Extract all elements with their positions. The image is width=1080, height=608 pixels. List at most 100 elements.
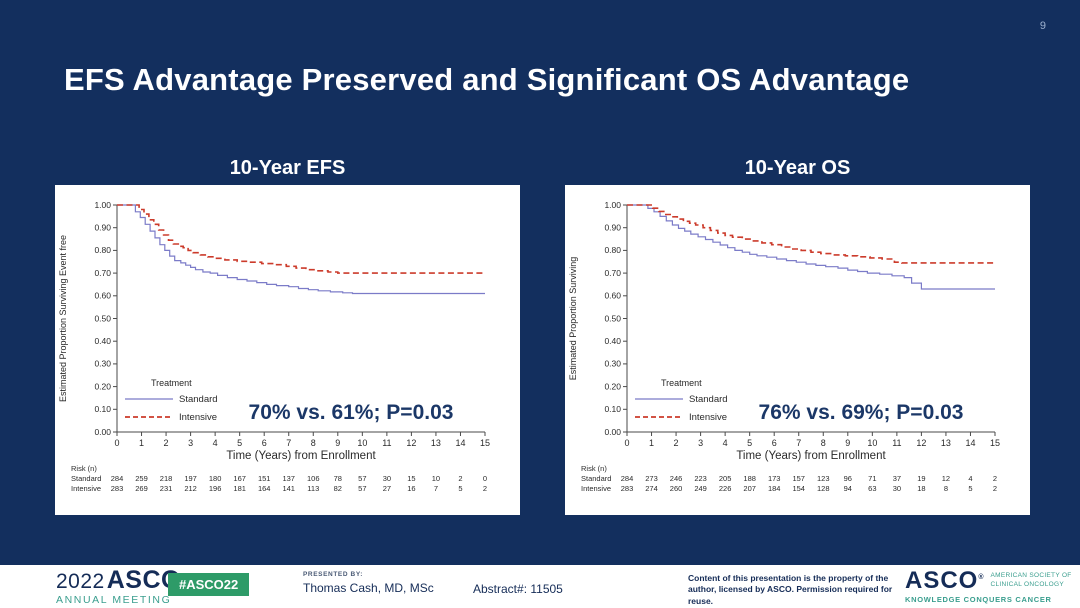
footer-bar: 2022 ASCO ® ANNUAL MEETING #ASCO22 PRESE…: [0, 565, 1080, 608]
svg-text:Time (Years) from Enrollment: Time (Years) from Enrollment: [226, 450, 376, 462]
svg-text:184: 184: [768, 484, 781, 493]
svg-text:284: 284: [621, 474, 634, 483]
svg-text:6: 6: [262, 438, 267, 448]
svg-text:96: 96: [844, 474, 852, 483]
svg-text:30: 30: [383, 474, 391, 483]
svg-text:Standard: Standard: [179, 394, 218, 405]
svg-text:128: 128: [817, 484, 830, 493]
svg-text:0.60: 0.60: [604, 291, 621, 301]
svg-text:173: 173: [768, 474, 781, 483]
society-name-line2: CLINICAL ONCOLOGY: [990, 580, 1065, 588]
os-kaplan-meier-chart: 0.00 0.10 0.20 0.30 0.40 0.50 0.60 0.70 0.80 0.90…: [568, 200, 1000, 493]
svg-text:Standard: Standard: [581, 474, 611, 483]
svg-text:123: 123: [817, 474, 830, 483]
efs-kaplan-meier-chart: 0.00 0.10 0.20 0.30 0.40 0.50 0.60 0.70 0.80 0.90…: [58, 200, 490, 493]
svg-text:273: 273: [645, 474, 658, 483]
hashtag-badge: #ASCO22: [168, 573, 250, 596]
svg-text:6: 6: [772, 438, 777, 448]
svg-text:30: 30: [893, 484, 901, 493]
svg-text:Standard: Standard: [689, 394, 728, 405]
svg-text:180: 180: [209, 474, 222, 483]
svg-text:2: 2: [674, 438, 679, 448]
svg-text:246: 246: [670, 474, 683, 483]
svg-text:78: 78: [334, 474, 342, 483]
svg-text:Intensive: Intensive: [71, 484, 101, 493]
svg-text:16: 16: [407, 484, 415, 493]
svg-text:188: 188: [743, 474, 756, 483]
svg-text:Standard: Standard: [71, 474, 101, 483]
svg-text:5: 5: [237, 438, 242, 448]
svg-text:13: 13: [431, 438, 441, 448]
svg-text:0: 0: [624, 438, 629, 448]
presented-by-block: PRESENTED BY: Thomas Cash, MD, MSc: [303, 571, 434, 595]
svg-text:5: 5: [968, 484, 972, 493]
svg-text:0.30: 0.30: [94, 359, 111, 369]
svg-text:7: 7: [286, 438, 291, 448]
svg-text:Treatment: Treatment: [661, 378, 702, 388]
svg-text:15: 15: [990, 438, 1000, 448]
svg-text:0.30: 0.30: [604, 359, 621, 369]
svg-text:9: 9: [845, 438, 850, 448]
svg-text:57: 57: [358, 474, 366, 483]
page-number: 9: [1039, 20, 1046, 32]
svg-text:106: 106: [307, 474, 320, 483]
svg-text:223: 223: [694, 474, 707, 483]
svg-text:0: 0: [483, 474, 487, 483]
svg-text:11: 11: [382, 438, 391, 448]
svg-text:1: 1: [139, 438, 144, 448]
os-chart-panel: 0.00 0.10 0.20 0.30 0.40 0.50 0.60 0.70 0.80 0.90…: [565, 185, 1030, 515]
svg-text:10: 10: [867, 438, 877, 448]
svg-text:4: 4: [723, 438, 728, 448]
svg-text:2: 2: [993, 484, 997, 493]
svg-text:15: 15: [407, 474, 415, 483]
efs-chart-panel: 0.00 0.10 0.20 0.30 0.40 0.50 0.60 0.70 0.80 0.90…: [55, 185, 520, 515]
svg-text:8: 8: [311, 438, 316, 448]
svg-text:Intensive: Intensive: [581, 484, 611, 493]
svg-text:113: 113: [307, 484, 319, 493]
svg-text:14: 14: [455, 438, 465, 448]
svg-text:2: 2: [993, 474, 997, 483]
svg-text:0.20: 0.20: [604, 381, 621, 391]
svg-text:0.40: 0.40: [94, 336, 111, 346]
svg-text:7: 7: [796, 438, 801, 448]
svg-text:274: 274: [645, 484, 658, 493]
svg-text:5: 5: [747, 438, 752, 448]
svg-text:0.00: 0.00: [94, 427, 111, 437]
svg-text:9: 9: [335, 438, 340, 448]
svg-text:63: 63: [868, 484, 876, 493]
svg-text:Estimated Proportion Surviving: Estimated Proportion Surviving Event fre…: [58, 235, 68, 402]
svg-text:283: 283: [621, 484, 634, 493]
svg-text:3: 3: [698, 438, 703, 448]
presenter-name: Thomas Cash, MD, MSc: [303, 581, 434, 595]
svg-text:0.50: 0.50: [604, 313, 621, 323]
svg-text:212: 212: [184, 484, 197, 493]
svg-text:0.80: 0.80: [94, 245, 111, 255]
svg-text:10: 10: [357, 438, 367, 448]
abstract-number: Abstract#: 11505: [473, 582, 563, 596]
svg-text:8: 8: [944, 484, 948, 493]
svg-text:15: 15: [480, 438, 490, 448]
svg-text:4: 4: [213, 438, 218, 448]
svg-text:137: 137: [282, 474, 295, 483]
svg-text:Intensive: Intensive: [689, 412, 727, 423]
svg-text:181: 181: [233, 484, 246, 493]
svg-text:0.50: 0.50: [94, 313, 111, 323]
svg-text:0.60: 0.60: [94, 291, 111, 301]
logo-year: 2022: [56, 570, 105, 593]
svg-text:269: 269: [135, 484, 148, 493]
os-chart-group: 10-Year OS 0.00 0.10 0.20 0.30 0.40 0.50 0.60 0…: [565, 157, 1030, 515]
svg-text:12: 12: [406, 438, 416, 448]
svg-text:3: 3: [188, 438, 193, 448]
svg-text:154: 154: [792, 484, 805, 493]
svg-text:231: 231: [160, 484, 173, 493]
svg-text:0.10: 0.10: [604, 404, 621, 414]
svg-text:76% vs. 69%; P=0.03: 76% vs. 69%; P=0.03: [759, 401, 964, 424]
society-name-line1: AMERICAN SOCIETY OF: [990, 572, 1072, 579]
society-tagline: KNOWLEDGE CONQUERS CANCER: [905, 595, 1052, 604]
svg-text:0.70: 0.70: [94, 268, 111, 278]
svg-text:0.70: 0.70: [604, 268, 621, 278]
svg-text:259: 259: [135, 474, 148, 483]
svg-text:18: 18: [917, 484, 925, 493]
svg-text:249: 249: [694, 484, 707, 493]
